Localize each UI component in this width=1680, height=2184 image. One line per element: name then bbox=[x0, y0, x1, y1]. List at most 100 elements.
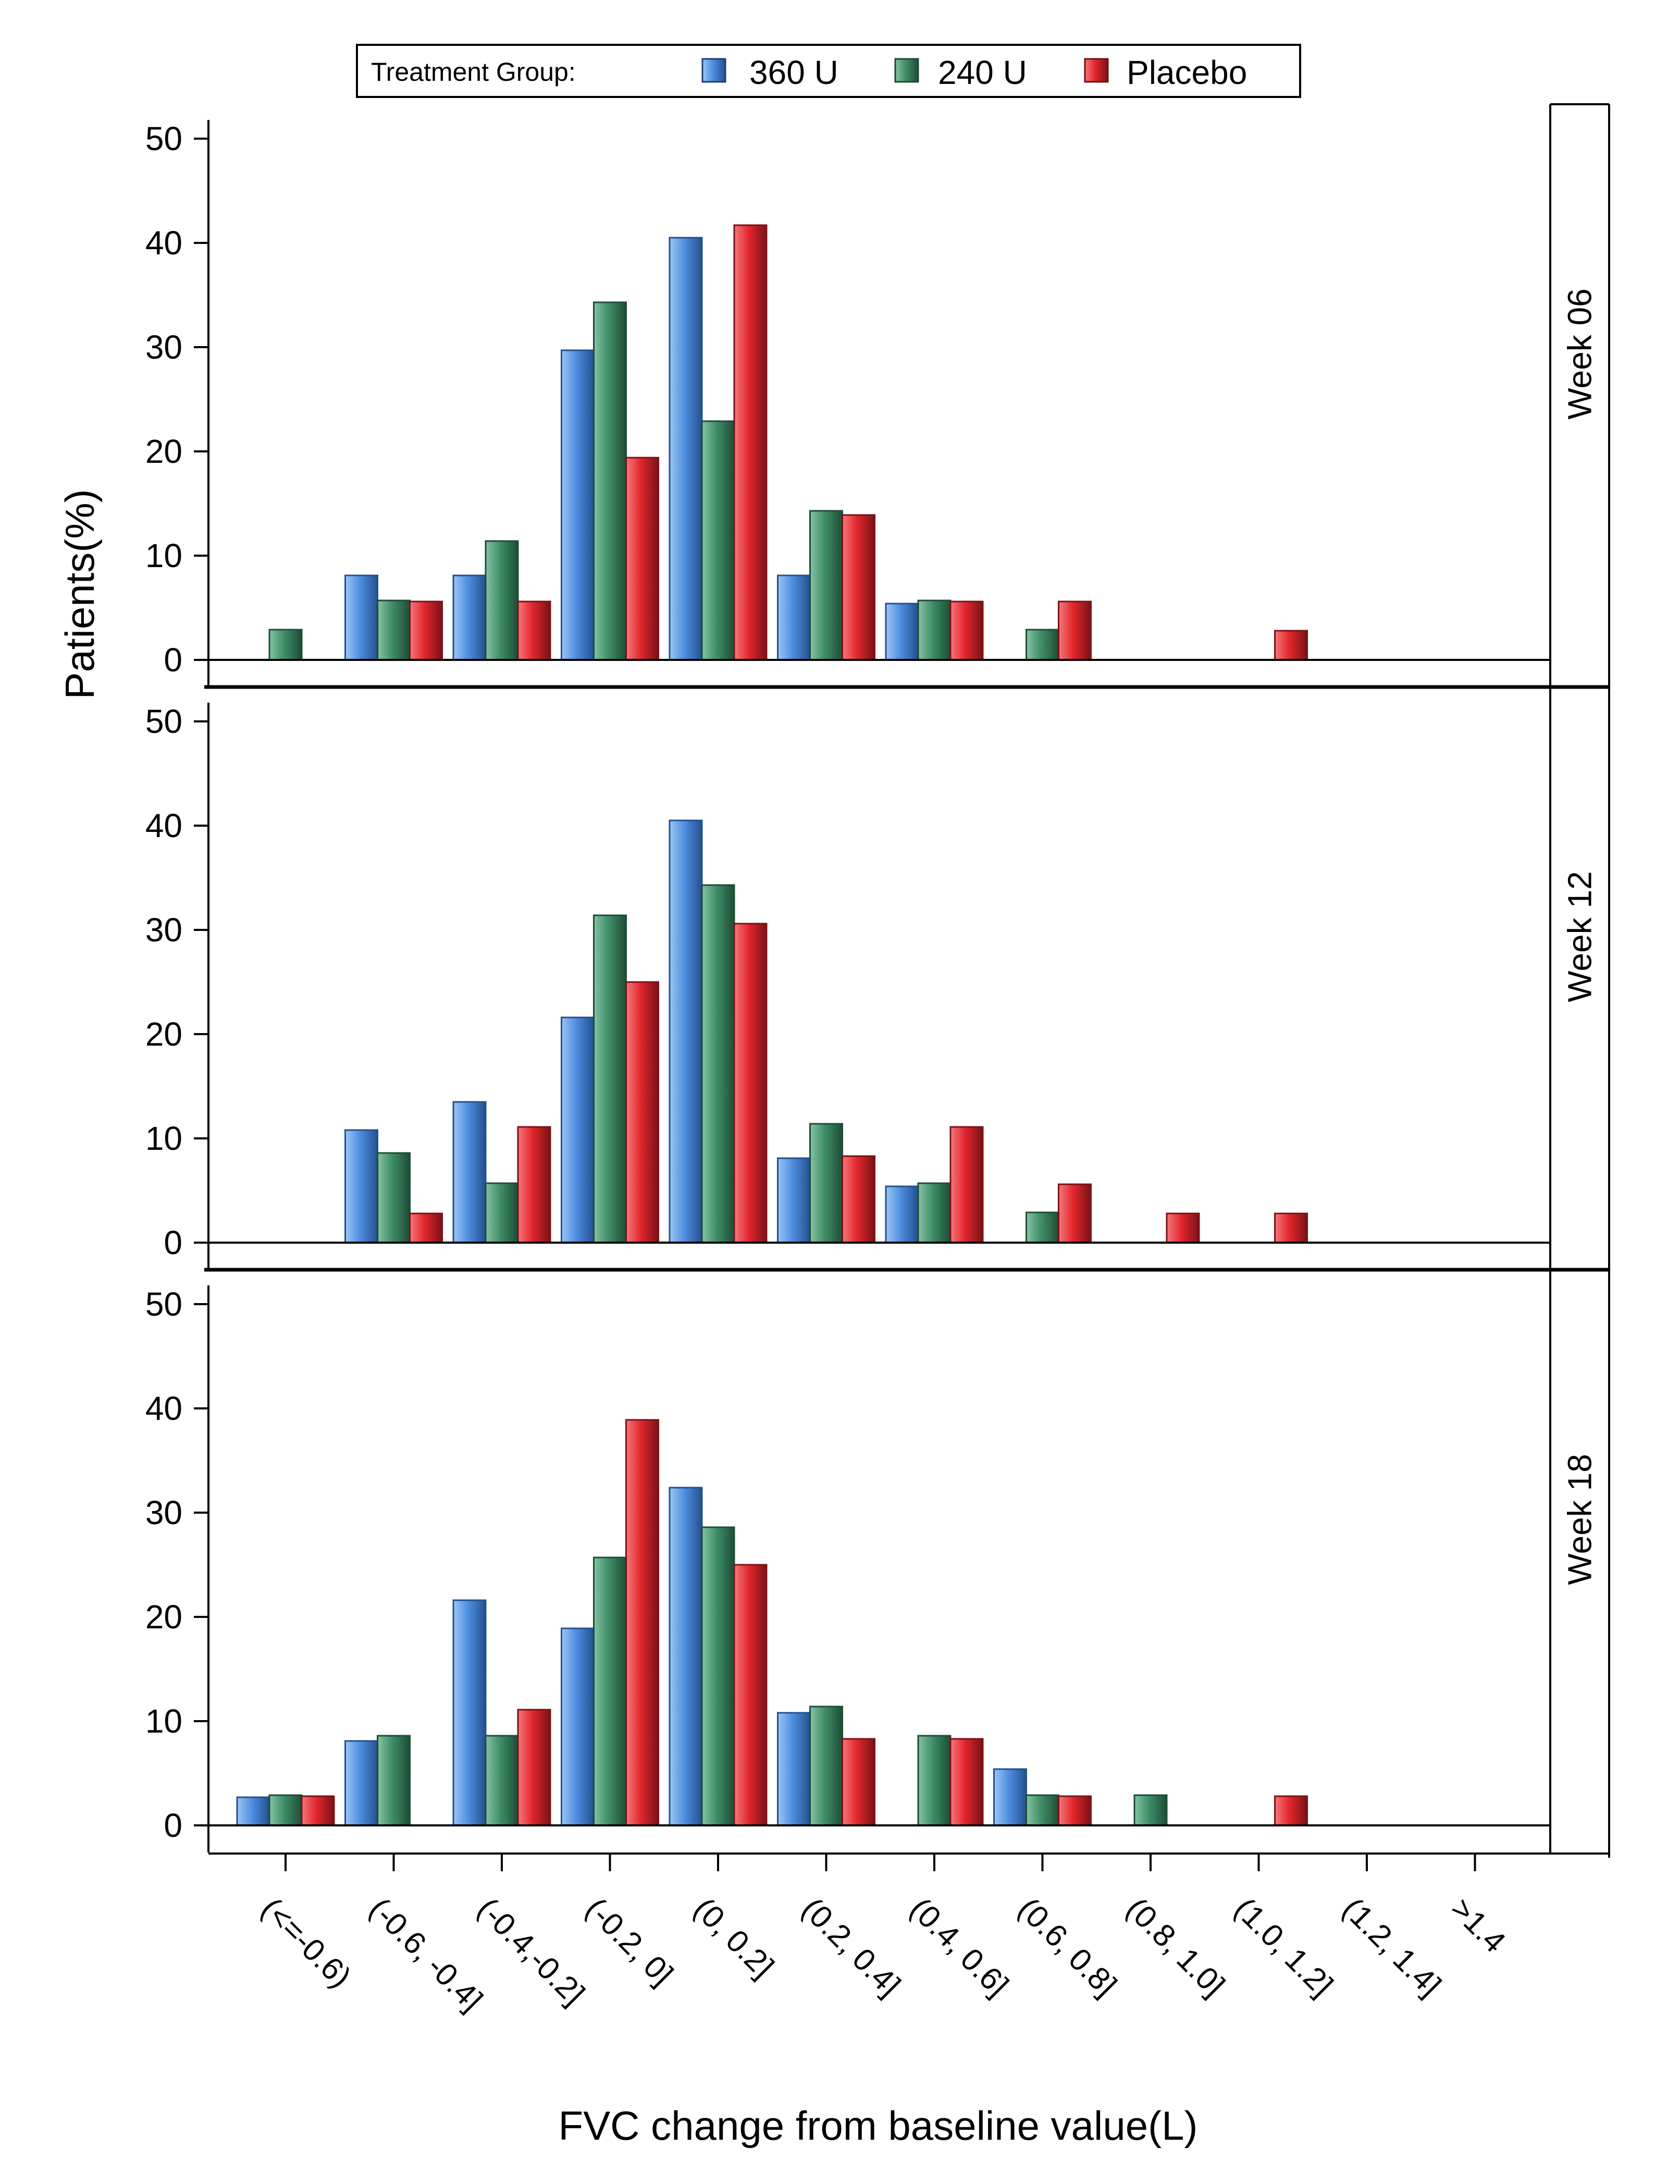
bar-week-18-360-u-0 bbox=[236, 1796, 270, 1826]
x-tick-label-4: (0, 0.2] bbox=[687, 1891, 781, 1984]
bar-week-12-placebo-1 bbox=[409, 1212, 443, 1244]
bar-week-18-360-u-2 bbox=[452, 1599, 487, 1826]
panels: 0 10 20 30 40 50 Week 06 0 10 20 30 40 50 Week 12 0 10 2… bbox=[145, 103, 1610, 1858]
bar-week-18-360-u-4 bbox=[669, 1487, 703, 1826]
bar-week-18-240-u-6 bbox=[917, 1735, 952, 1826]
bar-week-06-360-u-2 bbox=[452, 574, 487, 661]
bar-week-12-240-u-7 bbox=[1026, 1211, 1059, 1244]
bar-week-18-240-u-8 bbox=[1133, 1794, 1168, 1826]
bar-week-18-placebo-3 bbox=[625, 1419, 659, 1826]
panel-week-18: 0 10 20 30 40 50 Week 18 bbox=[145, 1268, 1609, 1852]
bar-week-18-240-u-0 bbox=[268, 1794, 303, 1826]
legend-label-placebo: Placebo bbox=[1127, 54, 1247, 91]
y-tick-label-week-12-10: 10 bbox=[145, 1120, 182, 1157]
legend-item-240u: 240 U bbox=[894, 54, 1027, 91]
y-tick-label-week-12-30: 30 bbox=[145, 911, 182, 949]
bar-week-18-360-u-1 bbox=[344, 1740, 378, 1826]
bar-week-06-360-u-3 bbox=[561, 349, 595, 661]
bar-week-12-240-u-6 bbox=[917, 1182, 952, 1244]
y-tick-label-week-06-20: 20 bbox=[145, 433, 182, 470]
x-axis-title: FVC change from baseline value(L) bbox=[559, 2103, 1198, 2149]
y-tick-label-week-06-30: 30 bbox=[145, 328, 182, 366]
y-tick-label-week-06-50: 50 bbox=[145, 120, 182, 157]
bar-week-12-placebo-8 bbox=[1166, 1212, 1200, 1244]
legend: Treatment Group: 360 U 240 U Placebo bbox=[356, 44, 1301, 98]
y-axis-title: Patients(%) bbox=[57, 489, 103, 699]
bar-week-18-placebo-7 bbox=[1058, 1795, 1092, 1826]
panel-week-12: 0 10 20 30 40 50 Week 12 bbox=[145, 685, 1609, 1270]
bar-week-06-placebo-5 bbox=[842, 514, 875, 661]
bar-week-18-240-u-2 bbox=[485, 1735, 519, 1826]
facet-label-week-18: Week 18 bbox=[1561, 1454, 1599, 1585]
facet-label-week-06: Week 06 bbox=[1561, 288, 1599, 419]
bar-week-06-placebo-7 bbox=[1058, 600, 1092, 661]
bar-week-18-placebo-0 bbox=[301, 1795, 335, 1826]
y-tick-label-week-06-10: 10 bbox=[145, 537, 182, 574]
bar-week-06-placebo-4 bbox=[733, 224, 768, 661]
y-tick-label-week-18-0: 0 bbox=[164, 1807, 182, 1844]
legend-swatch-240u bbox=[894, 58, 919, 83]
bar-week-06-placebo-6 bbox=[949, 600, 984, 661]
x-tick-label-0: (<=-0.6) bbox=[255, 1891, 358, 1994]
bar-week-06-240-u-1 bbox=[377, 599, 411, 661]
bar-week-06-240-u-6 bbox=[917, 599, 952, 661]
x-tick-label-1: (-0.6, -0.4] bbox=[363, 1891, 489, 2018]
y-tick-label-week-18-30: 30 bbox=[145, 1494, 182, 1531]
bar-week-12-240-u-3 bbox=[593, 914, 627, 1244]
bar-week-06-360-u-4 bbox=[669, 237, 703, 661]
y-tick-label-week-12-20: 20 bbox=[145, 1015, 182, 1053]
y-tick-label-week-06-0: 0 bbox=[164, 641, 182, 679]
legend-title: Treatment Group: bbox=[371, 57, 576, 87]
bar-week-18-240-u-5 bbox=[809, 1706, 843, 1826]
bar-week-12-placebo-6 bbox=[949, 1126, 984, 1244]
legend-swatch-360u bbox=[701, 58, 726, 83]
legend-label-240u: 240 U bbox=[938, 54, 1027, 91]
bar-week-18-placebo-6 bbox=[949, 1738, 984, 1826]
bar-week-18-360-u-3 bbox=[561, 1627, 595, 1826]
bar-week-12-360-u-1 bbox=[344, 1129, 378, 1244]
bar-week-12-240-u-1 bbox=[377, 1152, 411, 1244]
bar-week-06-240-u-7 bbox=[1026, 629, 1059, 661]
x-axis: (<=-0.6) (-0.6, -0.4](-0.4,-0.2](-0.2, 0]… bbox=[208, 1852, 1609, 2018]
bar-week-18-240-u-1 bbox=[377, 1735, 411, 1826]
bar-week-18-240-u-4 bbox=[701, 1526, 735, 1826]
bar-week-06-placebo-9 bbox=[1274, 630, 1308, 661]
bar-week-18-360-u-7 bbox=[993, 1768, 1027, 1826]
x-tick-label-9: (1.0, 1.2] bbox=[1228, 1891, 1340, 2003]
y-tick-label-week-12-0: 0 bbox=[164, 1224, 182, 1261]
legend-item-360u: 360 U bbox=[701, 54, 838, 91]
y-tick-label-week-06-40: 40 bbox=[145, 224, 182, 262]
bar-week-18-240-u-3 bbox=[593, 1556, 627, 1826]
bar-week-12-360-u-3 bbox=[561, 1016, 595, 1244]
bar-week-06-240-u-5 bbox=[809, 510, 843, 661]
y-tick-label-week-18-40: 40 bbox=[145, 1390, 182, 1427]
x-tick-label-3: (-0.2, 0] bbox=[579, 1891, 680, 1992]
legend-swatch-placebo bbox=[1084, 58, 1109, 83]
y-tick-label-week-18-10: 10 bbox=[145, 1702, 182, 1740]
y-tick-label-week-18-50: 50 bbox=[145, 1285, 182, 1323]
bar-week-06-360-u-6 bbox=[885, 603, 919, 661]
bar-week-12-placebo-2 bbox=[517, 1126, 551, 1244]
bar-week-06-240-u-2 bbox=[485, 540, 519, 661]
bar-week-12-360-u-6 bbox=[885, 1185, 919, 1244]
x-tick-label-6: (0.4, 0.6] bbox=[904, 1891, 1016, 2003]
bar-week-12-360-u-5 bbox=[777, 1157, 811, 1244]
legend-item-placebo: Placebo bbox=[1084, 54, 1247, 91]
y-tick-label-week-18-20: 20 bbox=[145, 1598, 182, 1636]
x-tick-label-8: (0.8, 1.0] bbox=[1120, 1891, 1232, 2003]
bar-week-18-placebo-4 bbox=[733, 1564, 768, 1826]
x-tick-label-7: (0.6, 0.8] bbox=[1011, 1891, 1123, 2003]
panel-week-06: 0 10 20 30 40 50 Week 06 bbox=[145, 103, 1609, 687]
y-tick-label-week-12-40: 40 bbox=[145, 807, 182, 844]
bar-week-12-240-u-4 bbox=[701, 884, 735, 1244]
bar-week-12-placebo-5 bbox=[842, 1155, 875, 1244]
bar-week-06-placebo-2 bbox=[517, 600, 551, 661]
bar-week-06-240-u-3 bbox=[593, 301, 627, 661]
x-tick-label-11: >1.4 bbox=[1444, 1891, 1512, 1959]
bar-week-06-240-u-0 bbox=[268, 629, 303, 661]
bar-week-06-360-u-5 bbox=[777, 574, 811, 661]
facet-label-week-12: Week 12 bbox=[1561, 871, 1599, 1002]
bar-week-12-placebo-4 bbox=[733, 923, 768, 1244]
bar-week-18-240-u-7 bbox=[1026, 1794, 1059, 1826]
